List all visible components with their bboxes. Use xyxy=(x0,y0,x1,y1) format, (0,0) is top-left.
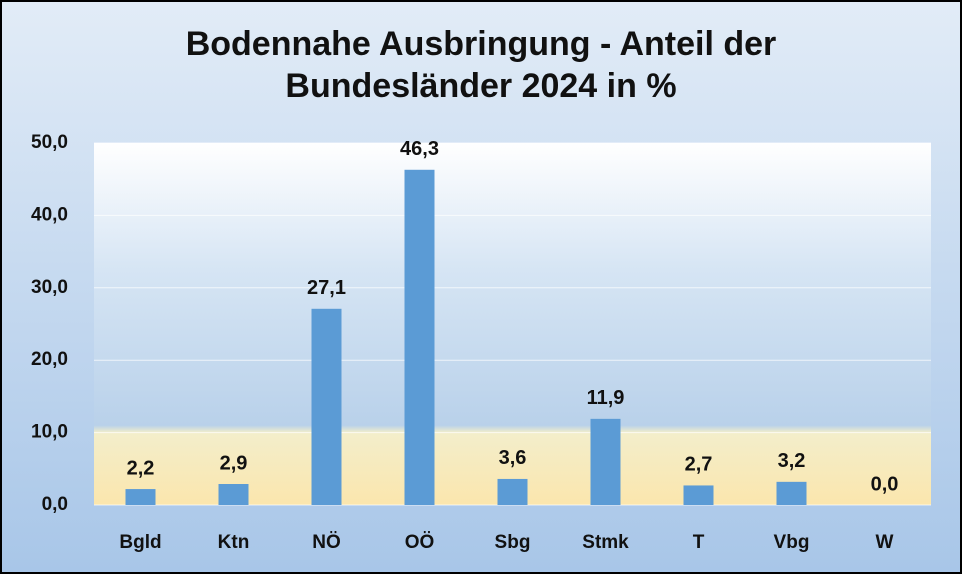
x-tick-label: Vbg xyxy=(774,532,810,553)
value-label: 2,9 xyxy=(220,452,248,474)
value-label: 3,2 xyxy=(778,450,806,472)
bar xyxy=(125,489,156,505)
value-label: 2,2 xyxy=(127,457,155,479)
bar xyxy=(776,481,807,505)
value-label: 2,7 xyxy=(685,454,713,476)
bar xyxy=(683,485,714,505)
chart-title: Bundesländer 2024 in % xyxy=(285,67,676,105)
x-tick-label: T xyxy=(693,532,705,553)
y-tick-label: 50,0 xyxy=(31,132,68,153)
x-tick-label: NÖ xyxy=(312,532,341,553)
y-tick-label: 0,0 xyxy=(42,494,68,515)
value-label: 11,9 xyxy=(587,387,625,409)
x-tick-label: W xyxy=(876,532,894,553)
x-tick-label: Sbg xyxy=(495,532,531,553)
value-label: 27,1 xyxy=(307,277,346,299)
y-tick-label: 10,0 xyxy=(31,422,68,443)
y-tick-label: 40,0 xyxy=(31,204,68,225)
plot-area xyxy=(94,143,931,505)
y-tick-label: 20,0 xyxy=(31,349,68,370)
x-tick-label: Ktn xyxy=(218,532,250,553)
bar xyxy=(404,169,435,505)
x-tick-label: Stmk xyxy=(582,532,629,553)
chart-title: Bodennahe Ausbringung - Anteil der xyxy=(186,25,777,63)
x-tick-label: Bgld xyxy=(119,532,161,553)
bar xyxy=(218,484,249,505)
value-label: 3,6 xyxy=(499,447,527,469)
value-label: 46,3 xyxy=(400,138,439,160)
x-tick-label: OÖ xyxy=(405,532,435,553)
value-label: 0,0 xyxy=(871,473,899,495)
bar xyxy=(311,308,342,505)
y-tick-label: 30,0 xyxy=(31,277,68,298)
bar xyxy=(590,418,621,505)
bar xyxy=(497,478,528,505)
